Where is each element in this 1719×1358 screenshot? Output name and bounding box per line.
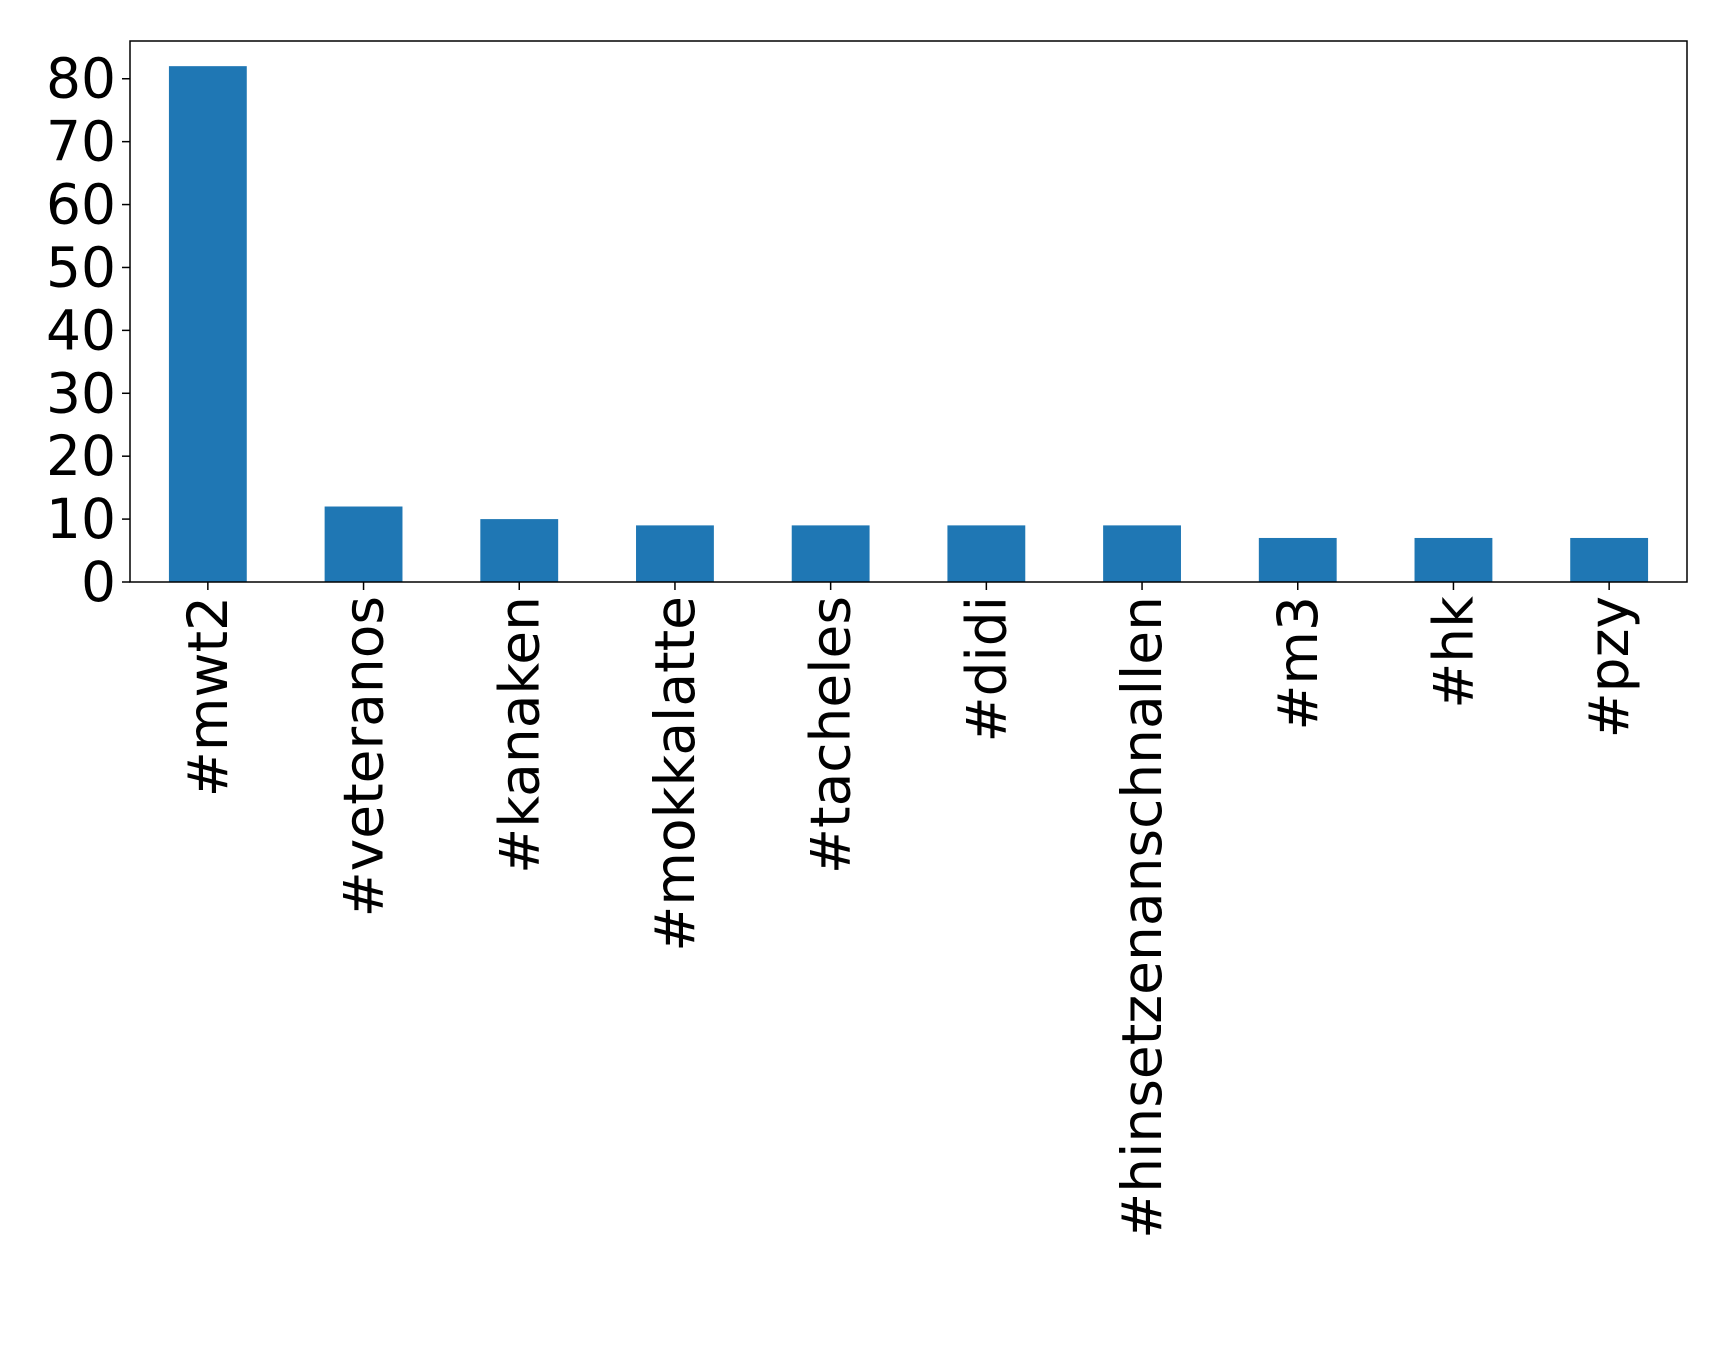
- bar: [636, 525, 714, 582]
- bar: [1414, 537, 1493, 582]
- y-tick-label: 20: [46, 424, 116, 488]
- x-tick-label: #kanaken: [487, 596, 551, 874]
- y-tick-label: 50: [46, 235, 116, 299]
- x-tick-label: #didi: [954, 596, 1018, 742]
- bar: [1258, 537, 1337, 582]
- x-tick-label: #hinsetzenanschnallen: [1110, 596, 1174, 1239]
- y-tick-label: 60: [46, 173, 116, 237]
- bar: [947, 525, 1026, 582]
- bar: [480, 519, 559, 582]
- x-tick-label: #m3: [1266, 596, 1330, 731]
- plot-frame: [129, 40, 1688, 583]
- bar: [1103, 525, 1181, 582]
- x-tick-label: #pzy: [1577, 596, 1641, 738]
- x-tick-label: #mokkalatte: [643, 596, 707, 952]
- y-tick-label: 80: [46, 47, 116, 111]
- y-tick-label: 40: [46, 298, 116, 362]
- y-tick-label: 70: [46, 110, 116, 174]
- bar: [324, 506, 403, 582]
- x-tick-label: #hk: [1421, 596, 1485, 709]
- x-tick-label: #mwt2: [176, 596, 240, 797]
- x-tick-label: #veteranos: [332, 596, 396, 917]
- bar: [1570, 537, 1649, 582]
- x-tick-label: #tacheles: [799, 596, 863, 874]
- bar: [791, 525, 870, 582]
- y-tick-label: 0: [81, 550, 116, 614]
- y-tick-label: 10: [46, 487, 116, 551]
- y-tick-label: 30: [46, 361, 116, 425]
- bar: [168, 66, 247, 583]
